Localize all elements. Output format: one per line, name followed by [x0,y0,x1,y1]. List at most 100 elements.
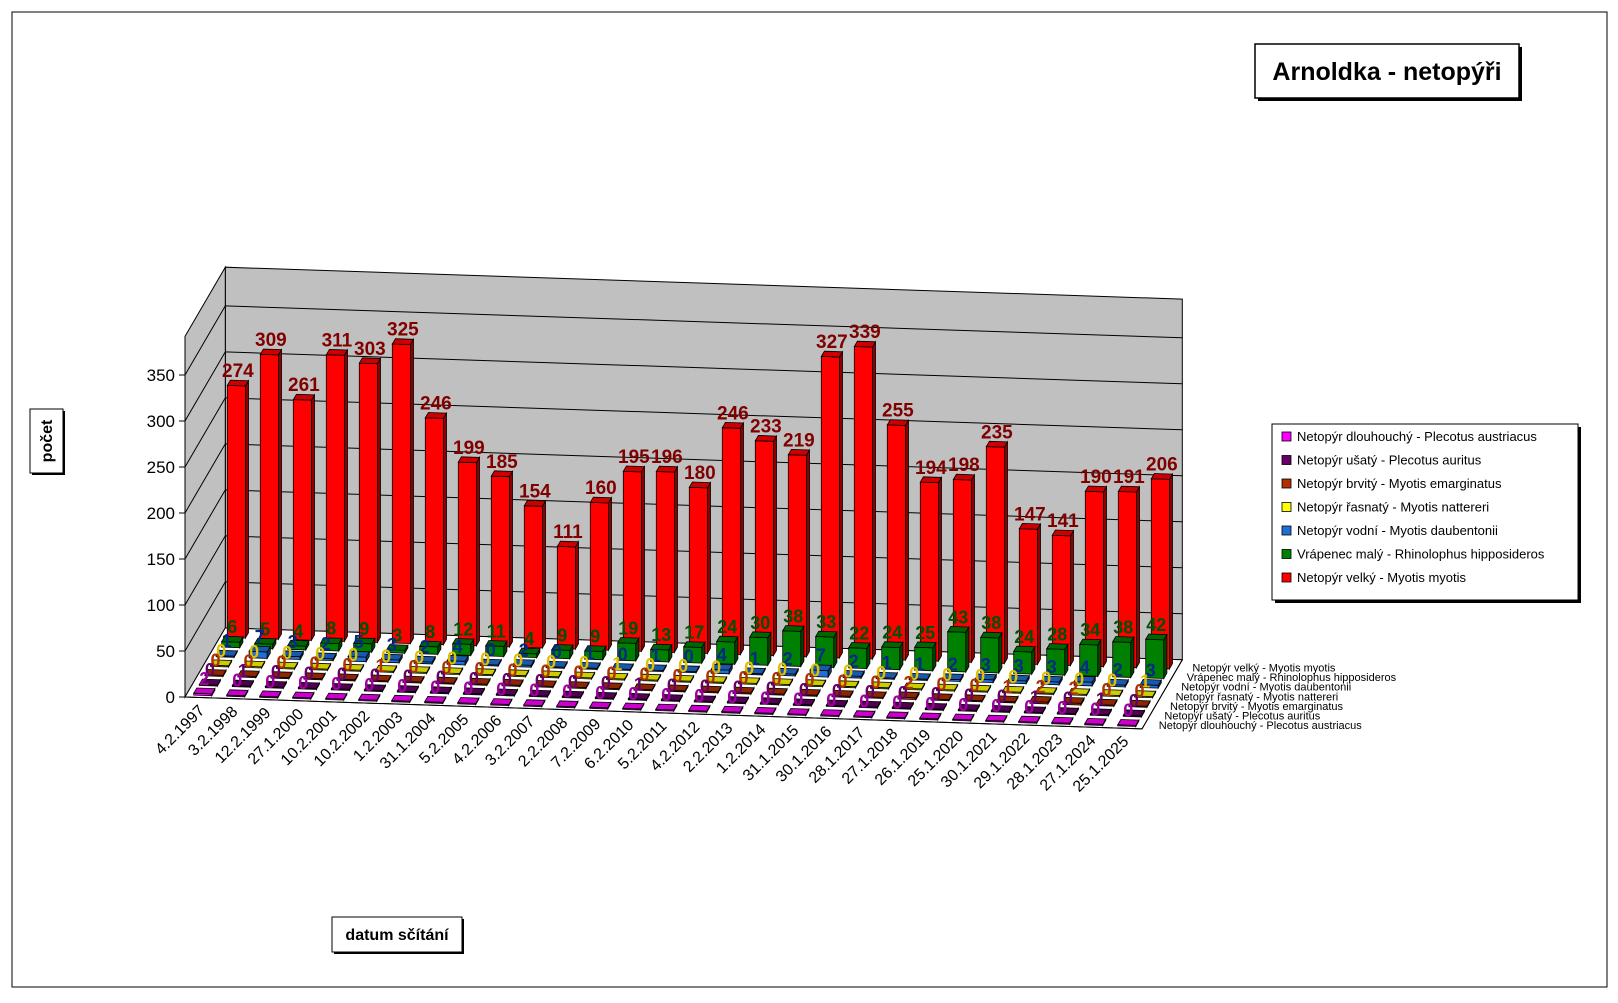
data-label: 339 [849,322,881,343]
data-label: 111 [553,522,583,543]
data-label: 141 [1047,511,1079,532]
bar [424,695,447,705]
data-label: 0 [381,646,391,666]
data-label: 4 [293,621,303,641]
bar [1067,687,1091,697]
data-label: 0 [876,663,886,683]
data-label: 0 [606,664,616,684]
data-label: 17 [684,623,704,643]
bar [193,687,216,698]
bar [518,647,541,660]
data-label: 42 [1146,615,1166,635]
data-label: 309 [255,330,287,351]
data-label: 24 [717,617,737,637]
data-label: 2 [948,655,958,675]
legend-entry: Vrápenec malý - Rhinolophus hipposideros [1297,547,1545,562]
bar [457,696,480,706]
data-label: 0 [832,681,842,701]
bar [836,679,860,690]
bar [726,695,750,706]
depth-tick-label: Netopýr brvitý - Myotis emarginatus [1170,701,1343,713]
data-label: 0 [243,652,253,672]
data-label: 38 [981,613,1001,633]
data-label: 195 [618,447,650,468]
bar [633,682,656,693]
y-tick-label: 200 [147,504,175,523]
bar [660,693,684,703]
data-label: 1 [882,653,892,673]
legend-entry: Netopýr vodní - Myotis daubentonii [1297,523,1498,538]
data-label: 0 [931,684,941,704]
bar [787,448,811,659]
data-label: 0 [760,688,770,708]
y-axis: 0 50 100 150 200 250 300 350 [147,366,186,707]
gridline [184,305,1183,376]
bar [490,469,514,649]
bar [275,661,299,671]
bar [237,669,260,680]
data-label: 196 [651,447,683,468]
bar [198,678,222,688]
data-label: 0 [397,676,407,696]
bar [589,701,612,711]
bar [303,671,326,682]
data-label: 24 [1014,627,1034,647]
depth-tick-label: Vrápenec malý - Rhinolophus hipposideros [1187,672,1397,684]
bar [292,691,315,701]
data-label: 0 [771,669,781,689]
bar [1062,696,1085,707]
data-label: 9 [590,627,600,647]
bar [468,677,491,687]
bar [413,655,436,666]
bar [270,670,293,681]
y-tick-label: 100 [147,596,175,615]
bar [556,540,580,651]
data-label: 191 [1113,467,1145,488]
bar [693,694,717,705]
bar [996,695,1019,705]
bar [1084,485,1108,669]
bar [1034,686,1058,696]
data-label: 0 [282,643,292,663]
data-label: 0 [936,675,946,695]
bar [721,705,744,715]
bar [435,676,458,686]
data-label: 0 [909,664,919,684]
bar [528,689,552,699]
bar [490,697,513,708]
data-label: 30 [750,613,770,633]
data-label: 0 [529,681,539,701]
data-label: 0 [1134,681,1144,701]
data-label: 2 [1068,678,1078,698]
data-label: 0 [370,666,380,686]
bar [556,699,579,710]
data-label: 0 [601,673,611,693]
bar [1095,698,1118,708]
bar [512,658,535,669]
data-label: 0 [975,666,985,686]
bar [825,699,849,709]
bar [809,663,832,679]
data-label: 24 [882,623,902,643]
data-label: 38 [1113,617,1133,637]
bar [419,640,442,656]
bar [891,701,915,711]
data-label: 0 [1129,691,1139,711]
data-label: 19 [618,618,638,638]
data-label: 0 [744,658,754,678]
data-label: 0 [964,685,974,705]
bar [320,636,343,653]
data-label: 0 [810,661,820,681]
data-label: 34 [1080,620,1100,640]
bar [968,684,992,694]
data-label: 0 [276,653,286,673]
data-label: 0 [271,662,281,682]
bar [1145,633,1168,680]
bar [638,673,662,683]
bar [963,693,986,704]
bar [919,475,943,663]
legend-swatch [1281,478,1292,489]
bar [396,684,420,695]
data-label: 235 [981,422,1013,443]
